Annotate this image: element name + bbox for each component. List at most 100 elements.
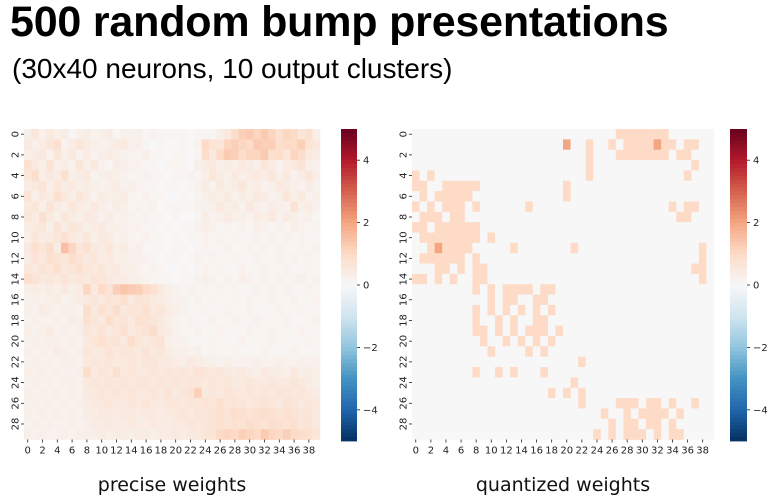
heatmap-cell — [68, 418, 77, 430]
heatmap-cell — [216, 149, 225, 161]
heatmap-cell — [201, 139, 210, 151]
heatmap-cell — [164, 201, 173, 213]
heatmap-cell — [495, 232, 503, 244]
heatmap-cell — [487, 325, 496, 337]
heatmap-cell — [449, 222, 458, 233]
heatmap-cell — [38, 304, 47, 316]
heatmap-cell — [502, 232, 511, 244]
heatmap-cell — [157, 346, 165, 358]
heatmap-cell — [268, 242, 276, 254]
colorbar-segment — [730, 366, 747, 372]
heatmap-cell — [510, 294, 519, 306]
heatmap-cell — [593, 294, 602, 306]
heatmap-cell — [179, 408, 188, 420]
colorbar-segment — [730, 378, 747, 383]
heatmap-cell — [570, 211, 579, 223]
heatmap-cell — [194, 284, 202, 295]
heatmap-cell — [419, 160, 428, 171]
heatmap-cell — [427, 273, 435, 285]
colorbar-segment — [730, 355, 747, 360]
heatmap-cell — [578, 429, 586, 440]
heatmap-cell — [209, 346, 217, 358]
heatmap-cell — [290, 180, 299, 192]
heatmap-cell — [268, 139, 276, 151]
colorbar-segment — [730, 160, 747, 165]
heatmap-cell — [600, 429, 609, 440]
heatmap-cell — [238, 232, 247, 244]
heatmap-cell — [201, 304, 210, 316]
heatmap-cell — [676, 325, 685, 337]
heatmap-cell — [495, 294, 503, 306]
colorbar-segment — [730, 339, 747, 344]
heatmap-cell — [608, 201, 617, 213]
heatmap-cell — [61, 191, 69, 202]
heatmap-cell — [260, 170, 269, 182]
heatmap-cell — [38, 191, 47, 202]
heatmap-cell — [593, 429, 602, 440]
heatmap-cell — [555, 139, 564, 151]
heatmap-cell — [98, 232, 106, 244]
heatmap-cell — [691, 129, 700, 140]
heatmap-cell — [194, 263, 202, 275]
colorbar-segment — [341, 132, 357, 138]
heatmap-cell — [585, 284, 594, 295]
heatmap-cell — [479, 222, 488, 233]
heatmap-cell — [246, 201, 254, 213]
heatmap-cell — [525, 429, 534, 440]
colorbar-segment — [341, 281, 357, 286]
heatmap-cell — [419, 129, 428, 140]
heatmap-cell — [297, 387, 306, 399]
heatmap-cell — [223, 398, 232, 409]
heatmap-cell — [464, 346, 473, 358]
heatmap-cell — [698, 367, 707, 378]
heatmap-cell — [555, 273, 564, 285]
heatmap-cell — [646, 429, 654, 440]
heatmap-cell — [142, 129, 151, 140]
heatmap-cell — [194, 149, 202, 161]
heatmap-cell — [427, 367, 435, 378]
heatmap-cell — [231, 304, 239, 316]
heatmap-cell — [127, 429, 136, 440]
colorbar-segment — [341, 261, 357, 266]
heatmap-cell — [164, 408, 173, 420]
heatmap-cell — [112, 377, 121, 389]
heatmap-cell — [283, 356, 291, 368]
heatmap-cell — [83, 242, 91, 254]
heatmap-cell — [668, 222, 677, 233]
heatmap-cell — [283, 222, 291, 233]
heatmap-cell — [646, 304, 654, 316]
heatmap-cell — [305, 336, 313, 347]
heatmap-cell — [149, 180, 158, 192]
heatmap-cell — [61, 315, 69, 326]
heatmap-cell — [290, 429, 299, 440]
heatmap-cell — [223, 160, 232, 171]
heatmap-cell — [98, 367, 106, 378]
heatmap-cell — [668, 398, 677, 409]
heatmap-cell — [646, 149, 654, 161]
heatmap-cell — [563, 253, 571, 264]
heatmap-cell — [105, 377, 114, 389]
heatmap-cell — [698, 408, 707, 420]
heatmap-cell — [31, 284, 40, 295]
heatmap-cell — [449, 284, 458, 295]
heatmap-cell — [260, 377, 269, 389]
heatmap-cell — [238, 139, 247, 151]
heatmap-cell — [608, 408, 617, 420]
heatmap-cell — [253, 191, 262, 202]
heatmap-cell — [653, 429, 662, 440]
heatmap-cell — [502, 346, 511, 358]
heatmap-cell — [532, 315, 541, 326]
heatmap-cell — [90, 408, 99, 420]
colorbar-segment — [341, 230, 357, 235]
heatmap-cell — [532, 170, 541, 182]
heatmap-cell — [442, 160, 451, 171]
heatmap-cell — [646, 273, 654, 285]
heatmap-cell — [585, 273, 594, 285]
heatmap-cell — [442, 346, 451, 358]
heatmap-cell — [238, 170, 247, 182]
heatmap-cell — [223, 408, 232, 420]
heatmap-cell — [683, 325, 692, 337]
heatmap-cell — [661, 201, 670, 213]
heatmap-cell — [253, 398, 262, 409]
heatmap-cell — [472, 253, 481, 264]
